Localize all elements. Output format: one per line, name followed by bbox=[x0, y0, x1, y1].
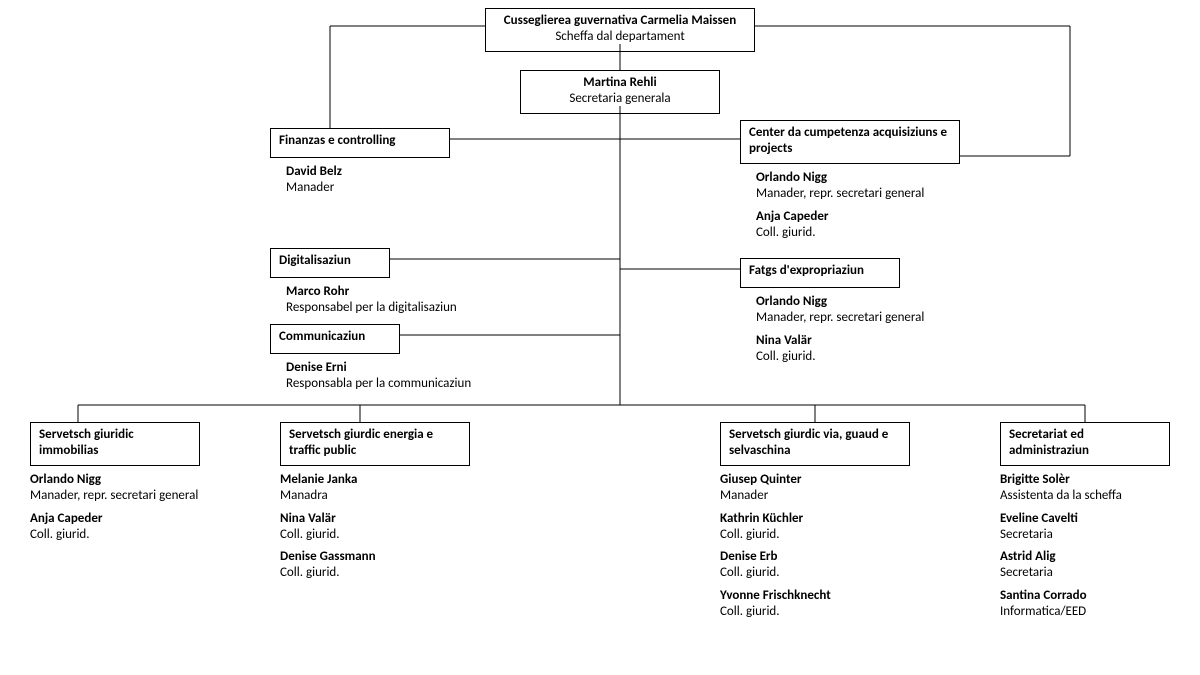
node-head: Cusseglierea guvernativa Carmelia Maisse… bbox=[485, 8, 755, 52]
digital-title: Digitalisaziun bbox=[279, 253, 351, 268]
person-name: Eveline Cavelti bbox=[1000, 511, 1200, 527]
person-name: Marco Rohr bbox=[286, 284, 526, 300]
person-name: Orlando Nigg bbox=[756, 294, 996, 310]
person: Nina ValärColl. giurid. bbox=[756, 333, 996, 366]
person-role: Manader, repr. secretari general bbox=[756, 186, 996, 202]
person-name: Astrid Alig bbox=[1000, 549, 1200, 565]
person: Orlando NiggManader, repr. secretari gen… bbox=[756, 170, 996, 203]
person: Denise GassmannColl. giurid. bbox=[280, 549, 520, 582]
s2-title: Servetsch giurdic energia e traffic publ… bbox=[289, 427, 433, 458]
person-role: Coll. giurid. bbox=[720, 565, 960, 581]
node-s1-people: Orlando NiggManader, repr. secretari gen… bbox=[30, 462, 270, 543]
fatgs-title: Fatgs d'expropriaziun bbox=[749, 263, 864, 278]
person-role: Coll. giurid. bbox=[720, 527, 960, 543]
person-role: Coll. giurid. bbox=[280, 527, 520, 543]
person-name: Melanie Janka bbox=[280, 472, 520, 488]
person: Nina ValärColl. giurid. bbox=[280, 511, 520, 544]
person-role: Manader bbox=[286, 180, 526, 196]
person-name: David Belz bbox=[286, 164, 526, 180]
comm-title: Communicaziun bbox=[279, 329, 365, 344]
node-s1-box: Servetsch giuridic immobilias bbox=[30, 422, 200, 466]
s1-title: Servetsch giuridic immobilias bbox=[39, 427, 134, 458]
person: Denise ErbColl. giurid. bbox=[720, 549, 960, 582]
box-s2: Servetsch giurdic energia e traffic publ… bbox=[280, 422, 470, 466]
person-role: Coll. giurid. bbox=[756, 349, 996, 365]
person-name: Nina Valär bbox=[756, 333, 996, 349]
s3-title: Servetsch giurdic via, guaud e selvaschi… bbox=[729, 427, 888, 458]
node-s2-people: Melanie JankaManadraNina ValärColl. giur… bbox=[280, 462, 520, 582]
person-name: Brigitte Solèr bbox=[1000, 472, 1200, 488]
person: Anja CapederColl. giurid. bbox=[756, 209, 996, 242]
person-role: Manadra bbox=[280, 488, 520, 504]
s4-title: Secretariat ed administraziun bbox=[1009, 427, 1089, 458]
person: Yvonne FrischknechtColl. giurid. bbox=[720, 588, 960, 621]
node-fatgs-people: Orlando NiggManader, repr. secretari gen… bbox=[756, 284, 996, 365]
person-role: Manader bbox=[720, 488, 960, 504]
person-role: Assistenta da la scheffa bbox=[1000, 488, 1200, 504]
person-role: Manader, repr. secretari general bbox=[756, 310, 996, 326]
person: Santina CorradoInformatica/EED bbox=[1000, 588, 1200, 621]
node-s4-box: Secretariat ed administraziun bbox=[1000, 422, 1170, 466]
person: Orlando NiggManader, repr. secretari gen… bbox=[756, 294, 996, 327]
person: Anja CapederColl. giurid. bbox=[30, 511, 270, 544]
node-secgen: Martina Rehli Secretaria generala bbox=[520, 70, 720, 114]
node-s2-box: Servetsch giurdic energia e traffic publ… bbox=[280, 422, 470, 466]
box-head: Cusseglierea guvernativa Carmelia Maisse… bbox=[485, 8, 755, 52]
box-secgen: Martina Rehli Secretaria generala bbox=[520, 70, 720, 114]
box-s3: Servetsch giurdic via, guaud e selvaschi… bbox=[720, 422, 910, 466]
person-name: Santina Corrado bbox=[1000, 588, 1200, 604]
person-name: Anja Capeder bbox=[756, 209, 996, 225]
node-s4-people: Brigitte SolèrAssistenta da la scheffa Ev… bbox=[1000, 462, 1200, 620]
node-digital-people: Marco RohrResponsabel per la digitalisaz… bbox=[286, 274, 526, 317]
person-role: Responsabel per la digitalisaziun bbox=[286, 300, 526, 316]
head-subtitle: Scheffa dal departament bbox=[494, 29, 746, 45]
person-role: Coll. giurid. bbox=[280, 565, 520, 581]
node-s3-people: Giusep QuinterManaderKathrin KüchlerColl… bbox=[720, 462, 960, 620]
secgen-subtitle: Secretaria generala bbox=[529, 91, 711, 107]
person-name: Giusep Quinter bbox=[720, 472, 960, 488]
box-s4: Secretariat ed administraziun bbox=[1000, 422, 1170, 466]
person: Orlando NiggManader, repr. secretari gen… bbox=[30, 472, 270, 505]
org-chart-canvas: Cusseglierea guvernativa Carmelia Maisse… bbox=[0, 0, 1200, 675]
person-role: Coll. giurid. bbox=[720, 604, 960, 620]
person-role: Secretaria bbox=[1000, 565, 1200, 581]
person-name: Orlando Nigg bbox=[30, 472, 270, 488]
node-center-people: Orlando NiggManader, repr. secretari gen… bbox=[756, 160, 996, 241]
person-role: Coll. giurid. bbox=[30, 527, 270, 543]
head-title: Cusseglierea guvernativa Carmelia Maisse… bbox=[494, 13, 746, 29]
person-role: Secretaria bbox=[1000, 527, 1200, 543]
node-finanzas-people: David BelzManader bbox=[286, 154, 526, 197]
person-name: Yvonne Frischknecht bbox=[720, 588, 960, 604]
person-name: Denise Gassmann bbox=[280, 549, 520, 565]
node-comm-people: Denise ErniResponsabla per la communicaz… bbox=[286, 350, 526, 393]
person: Marco RohrResponsabel per la digitalisaz… bbox=[286, 284, 526, 317]
center-title: Center da cumpetenza acquisiziuns e proj… bbox=[749, 125, 947, 156]
person-name: Denise Erb bbox=[720, 549, 960, 565]
person: Brigitte SolèrAssistenta da la scheffa bbox=[1000, 472, 1200, 505]
person-role: Responsabla per la communicaziun bbox=[286, 376, 526, 392]
person-name: Denise Erni bbox=[286, 360, 526, 376]
person-name: Anja Capeder bbox=[30, 511, 270, 527]
person: Kathrin KüchlerColl. giurid. bbox=[720, 511, 960, 544]
box-center: Center da cumpetenza acquisiziuns e proj… bbox=[740, 120, 960, 164]
person-name: Orlando Nigg bbox=[756, 170, 996, 186]
person-name: Nina Valär bbox=[280, 511, 520, 527]
person: Eveline CaveltiSecretaria bbox=[1000, 511, 1200, 544]
person-name: Kathrin Küchler bbox=[720, 511, 960, 527]
node-s3-box: Servetsch giurdic via, guaud e selvaschi… bbox=[720, 422, 910, 466]
box-s1: Servetsch giuridic immobilias bbox=[30, 422, 200, 466]
person-role: Informatica/EED bbox=[1000, 604, 1200, 620]
person-role: Coll. giurid. bbox=[756, 225, 996, 241]
person: Astrid AligSecretaria bbox=[1000, 549, 1200, 582]
finanzas-title: Finanzas e controlling bbox=[279, 133, 395, 148]
person: David BelzManader bbox=[286, 164, 526, 197]
person: Denise ErniResponsabla per la communicaz… bbox=[286, 360, 526, 393]
person-role: Manader, repr. secretari general bbox=[30, 488, 270, 504]
secgen-title: Martina Rehli bbox=[529, 75, 711, 91]
person: Melanie JankaManadra bbox=[280, 472, 520, 505]
person: Giusep QuinterManader bbox=[720, 472, 960, 505]
node-center-box: Center da cumpetenza acquisiziuns e proj… bbox=[740, 120, 960, 164]
